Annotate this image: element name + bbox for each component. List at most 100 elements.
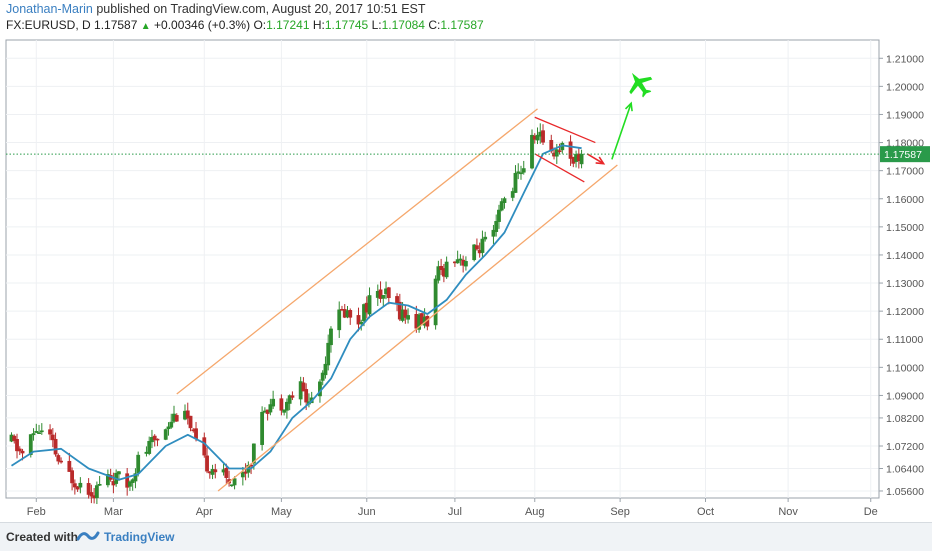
candle-down — [439, 265, 444, 271]
y-tick-label: 1.07200 — [886, 441, 924, 453]
high-label: H: — [312, 18, 325, 32]
candle-up — [163, 429, 168, 440]
candle-up — [260, 411, 265, 445]
candle-up — [464, 261, 468, 267]
candle-down — [20, 450, 25, 454]
candle-down — [86, 483, 91, 495]
footer-bar: Created with TradingView — [0, 522, 932, 551]
x-tick-label: Mar — [104, 506, 123, 518]
close-value: 1.17587 — [440, 18, 484, 32]
tradingview-logo-icon — [76, 531, 100, 541]
x-tick-label: Apr — [196, 506, 213, 518]
candle-down — [70, 470, 74, 484]
candle-up — [535, 134, 540, 141]
candle-down — [194, 428, 198, 439]
candle-up — [579, 153, 584, 165]
y-tick-label: 1.11000 — [886, 334, 923, 346]
arrow-up-green-shaft — [611, 102, 632, 160]
change-text: +0.00346 (+0.3%) — [154, 18, 251, 32]
tradingview-brand-link[interactable]: TradingView — [104, 530, 175, 544]
last-price-tag-label: 1.17587 — [884, 149, 922, 161]
candle-down — [48, 429, 52, 435]
candle-up — [323, 363, 328, 376]
candle-up — [31, 433, 36, 436]
candle-up — [519, 172, 523, 175]
candle-down — [224, 468, 229, 478]
x-tick-label: Nov — [778, 506, 798, 518]
candle-down — [568, 141, 573, 159]
candle-up — [362, 304, 366, 322]
channel-upper-line — [176, 108, 538, 395]
candle-down — [378, 289, 383, 299]
y-tick-label: 1.12000 — [886, 306, 924, 318]
x-tick-label: Sep — [610, 506, 630, 518]
x-tick-label: Jul — [448, 506, 462, 518]
airplane-icon — [629, 72, 653, 98]
candle-up — [458, 258, 463, 261]
candle-up — [472, 244, 477, 261]
candle-up — [166, 426, 171, 430]
candle-up — [455, 259, 460, 264]
y-tick-label: 1.15000 — [886, 222, 924, 234]
candle-down — [50, 434, 55, 441]
candle-up — [169, 421, 174, 428]
close-label: C: — [428, 18, 441, 32]
candle-down — [56, 455, 61, 462]
candle-up — [497, 209, 501, 222]
candle-up — [320, 372, 325, 381]
low-value: 1.17084 — [381, 18, 425, 32]
candle-up — [483, 236, 488, 240]
candle-up — [521, 168, 526, 173]
candle-up — [229, 484, 234, 487]
candle-down — [202, 437, 207, 456]
candle-up — [28, 434, 33, 455]
price-chart[interactable]: Feb Mar Apr May Jun Jul Aug Sep Oct Nov De 1.21000 1… — [0, 36, 932, 522]
arrow-down-red-shaft — [586, 153, 605, 165]
candle-down — [53, 438, 58, 455]
ohlc-line: FX:EURUSD, D 1.17587 ▲ +0.00346 (+0.3%) … — [6, 18, 484, 32]
arrow-up-green-head — [624, 101, 633, 112]
y-tick-label: 1.19000 — [886, 109, 924, 121]
candle-up — [287, 395, 292, 404]
candle-up — [282, 409, 287, 413]
publish-line: Jonathan-Marin published on TradingView.… — [6, 2, 426, 16]
candle-up — [480, 238, 485, 253]
x-tick-label: Aug — [525, 506, 545, 518]
candle-up — [97, 484, 102, 486]
candle-down — [75, 486, 80, 490]
arrow-down-red-head — [595, 156, 606, 165]
candle-up — [94, 485, 99, 498]
candle-up — [285, 401, 289, 411]
candle-down — [12, 435, 17, 441]
moving-average-line — [11, 144, 582, 481]
x-tick-label: Feb — [27, 506, 46, 518]
author-link[interactable]: Jonathan-Marin — [6, 2, 93, 16]
high-value: 1.17745 — [324, 18, 369, 32]
y-tick-label: 1.08200 — [886, 413, 924, 425]
candle-up — [359, 321, 364, 324]
candle-up — [37, 432, 41, 434]
candle-up — [494, 221, 499, 232]
candle-up — [367, 295, 372, 315]
candle-down — [348, 310, 353, 318]
y-tick-label: 1.09000 — [886, 390, 924, 402]
candle-up — [268, 404, 273, 413]
last-price-tag — [880, 146, 930, 163]
y-tick-label: 1.21000 — [886, 53, 924, 65]
candle-up — [133, 473, 138, 482]
candle-down — [290, 395, 295, 398]
y-tick-label: 1.06400 — [886, 463, 924, 475]
candle-up — [329, 328, 333, 346]
symbol-label[interactable]: FX:EURUSD, D — [6, 18, 91, 32]
candle-down — [72, 483, 77, 488]
candle-down — [15, 439, 19, 452]
candle-down — [89, 492, 94, 497]
airplane-shape — [629, 72, 653, 98]
candle-up — [251, 443, 256, 464]
candle-down — [152, 435, 157, 441]
last-price-text: 1.17587 — [94, 18, 138, 32]
candle-down — [279, 398, 284, 411]
candle-up — [436, 266, 441, 281]
candle-down — [403, 309, 408, 318]
x-tick-label: Oct — [697, 506, 714, 518]
